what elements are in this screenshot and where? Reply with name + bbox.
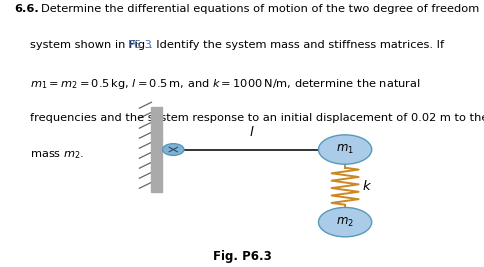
Text: P6.3: P6.3 (128, 40, 153, 50)
Text: mass $m_2$.: mass $m_2$. (30, 149, 84, 161)
Text: $k$: $k$ (362, 179, 372, 193)
Text: $l$: $l$ (249, 125, 255, 139)
Text: Determine the differential equations of motion of the two degree of freedom: Determine the differential equations of … (41, 4, 479, 14)
Text: $m_2$: $m_2$ (336, 215, 354, 229)
Text: $m_1 = m_2 = 0.5\,\mathrm{kg}$, $l = 0.5\,\mathrm{m}$, and $k = 1000\,\mathrm{N/: $m_1 = m_2 = 0.5\,\mathrm{kg}$, $l = 0.5… (30, 77, 421, 91)
Text: 6.6.: 6.6. (15, 4, 39, 14)
Circle shape (318, 135, 372, 164)
Circle shape (163, 144, 184, 155)
Circle shape (318, 207, 372, 237)
Bar (151, 107, 162, 192)
Text: frequencies and the system response to an initial displacement of 0.02 m to the: frequencies and the system response to a… (30, 113, 484, 123)
Text: $m_1$: $m_1$ (336, 143, 354, 156)
Text: Fig. P6.3: Fig. P6.3 (212, 250, 272, 263)
Text: . Identify the system mass and stiffness matrices. If: . Identify the system mass and stiffness… (149, 40, 444, 50)
Text: system shown in Fig.: system shown in Fig. (30, 40, 152, 50)
